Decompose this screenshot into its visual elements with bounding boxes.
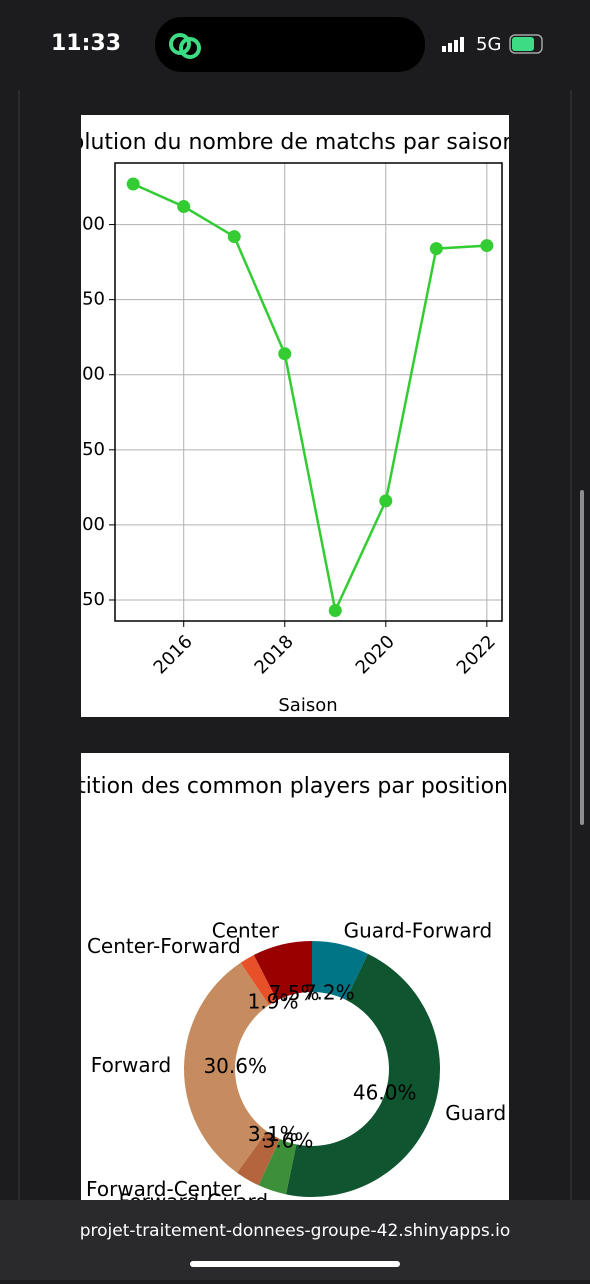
- point: [429, 242, 443, 256]
- chart-title: Evolution du nombre de matchs par saison: [44, 130, 516, 155]
- pie-chart: Répartition des common players par posit…: [13, 774, 508, 1213]
- slice: [240, 954, 278, 1006]
- clock: 11:33: [51, 31, 121, 56]
- slice-label: Center: [212, 919, 280, 943]
- scrollbar: [580, 490, 584, 825]
- point: [379, 494, 393, 508]
- battery: [509, 34, 543, 54]
- url[interactable]: projet-traitement-donnees-groupe-42.shin…: [80, 1221, 511, 1241]
- dynamic-island: [155, 17, 425, 72]
- value-label: 7.5%: [269, 981, 320, 1005]
- chart-card: [81, 115, 509, 717]
- slice-label: Forward-Guard: [119, 1189, 268, 1213]
- slice-label: Center-Forward: [87, 934, 241, 958]
- plot-frame: [114, 162, 503, 622]
- slice: [237, 1131, 280, 1186]
- slice: [253, 941, 312, 1001]
- point: [328, 603, 342, 617]
- slice-label: Forward-Center: [86, 1177, 242, 1201]
- x-axis-label: Saison: [278, 695, 337, 716]
- network: 5G: [476, 34, 501, 55]
- app-icon: [169, 33, 191, 55]
- value-label: 30.6%: [203, 1054, 267, 1078]
- line: [132, 182, 487, 615]
- slice-label: Forward: [91, 1053, 171, 1077]
- point: [126, 177, 140, 191]
- battery-level: [512, 37, 534, 51]
- value-label: 7.2%: [304, 981, 355, 1005]
- slice: [258, 1138, 297, 1195]
- y-tick-label: 1050: [59, 589, 105, 610]
- point: [177, 200, 191, 214]
- y-tick-label: 1150: [59, 439, 105, 460]
- slice: [312, 941, 369, 1000]
- slice-label: Guard: [445, 1101, 506, 1125]
- slice-label: Guard-Forward: [344, 918, 493, 942]
- y-tick-label: 1100: [59, 514, 105, 535]
- home-indicator: [190, 1261, 400, 1267]
- y-tick-label: 1200: [59, 364, 105, 385]
- value-label: 3.1%: [248, 1122, 299, 1146]
- point: [480, 239, 494, 253]
- value-label: 3.6%: [263, 1128, 314, 1152]
- point: [227, 230, 241, 244]
- app-icon: [179, 37, 201, 59]
- value-label: 46.0%: [353, 1080, 417, 1104]
- signal: [442, 37, 464, 52]
- y-tick-label: 1300: [59, 214, 105, 235]
- slice: [184, 962, 270, 1173]
- chart-title: Répartition des common players par posit…: [13, 774, 508, 799]
- y-tick-label: 1250: [59, 289, 105, 310]
- value-label: 1.9%: [248, 989, 299, 1013]
- slice: [286, 953, 440, 1197]
- point: [278, 347, 292, 361]
